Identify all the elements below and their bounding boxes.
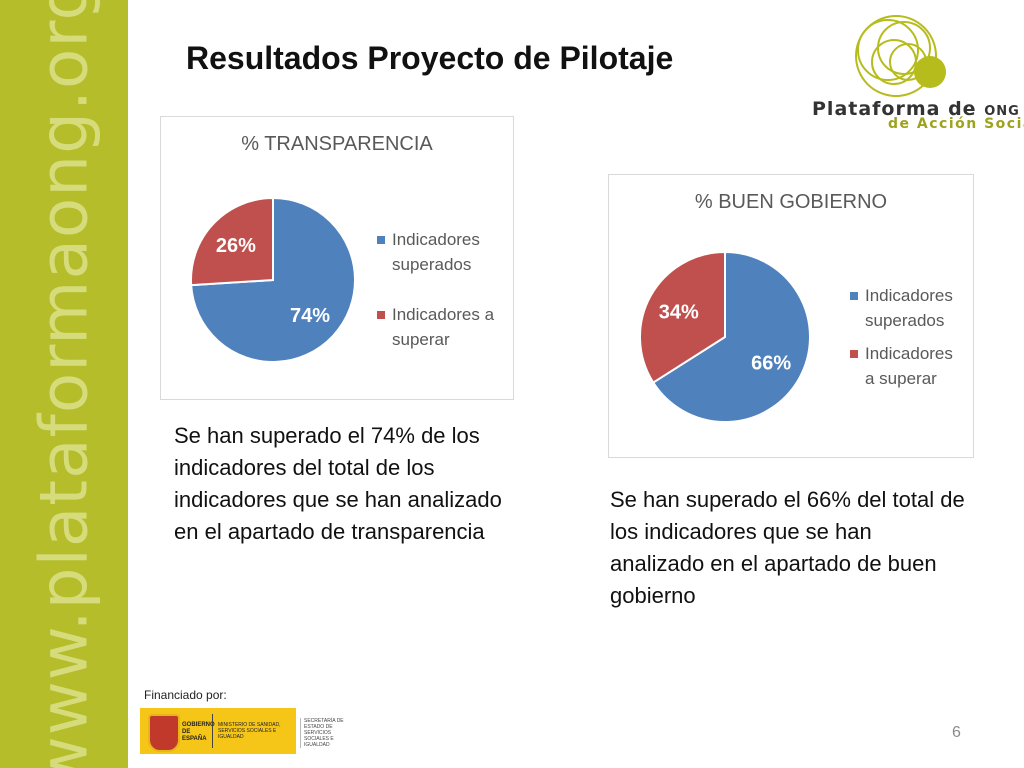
spain-crest-icon	[148, 714, 180, 752]
pie-slice-superados	[651, 250, 811, 423]
logo-line1: Plataforma de ONG	[812, 98, 1020, 120]
funder-logo: GOBIERNO DE ESPAÑA MINISTERIO DE SANIDAD…	[140, 708, 348, 754]
chart-buen-gobierno: % BUEN GOBIERNO 66% 34% Indicadores super…	[608, 174, 974, 458]
logo-line2: de Acción Social	[888, 116, 1024, 132]
pie-data-label: 26%	[216, 235, 256, 257]
caption-buen-gobierno: Se han superado el 66% del total de los …	[610, 487, 965, 608]
pie-data-label: 34%	[659, 302, 699, 324]
caption-transparencia: Se han superado el 74% de los indicadore…	[174, 423, 502, 544]
pie-data-label: 74%	[290, 305, 330, 327]
chart-legend: Indicadores superados Indicadores a supe…	[377, 227, 505, 377]
legend-item-a-superar: Indicadores a superar	[377, 302, 505, 352]
secretaria-text: SECRETARÍA DE ESTADO DE SERVICIOS SOCIAL…	[300, 718, 352, 748]
logo-circles-icon	[855, 15, 946, 97]
gobierno-text: GOBIERNO DE ESPAÑA	[182, 722, 215, 742]
slide-title: Resultados Proyecto de Pilotaje	[186, 40, 674, 76]
pie-data-label: 66%	[751, 352, 791, 374]
legend-item-a-superar: Indicadores a superar	[850, 341, 962, 391]
pie-chart-buen-gobierno: 66% 34%	[639, 250, 811, 423]
plataforma-logo: Plataforma de ONG de Acción Social	[808, 10, 1024, 145]
pie-slice-a-superar	[190, 196, 274, 287]
sidebar-band: www.plataformaong.org	[0, 0, 128, 768]
financiado-label: Financiado por:	[144, 688, 227, 702]
ministerio-text: MINISTERIO DE SANIDAD, SERVICIOS SOCIALE…	[218, 722, 281, 740]
legend-item-superados: Indicadores superados	[377, 227, 505, 277]
chart-title: % BUEN GOBIERNO	[694, 191, 888, 213]
legend-item-superados: Indicadores superados	[850, 283, 962, 333]
page-number: 6	[952, 724, 961, 741]
sidebar-url-text: www.plataformaong.org	[25, 0, 103, 768]
chart-title: % TRANSPARENCIA	[241, 133, 433, 155]
chart-legend: Indicadores superados Indicadores a supe…	[850, 283, 962, 416]
pie-chart-transparencia: 74% 26%	[190, 196, 356, 363]
chart-transparencia: % TRANSPARENCIA 74% 26% Indicadores super…	[160, 116, 514, 400]
pie-slice-a-superar	[639, 250, 726, 384]
